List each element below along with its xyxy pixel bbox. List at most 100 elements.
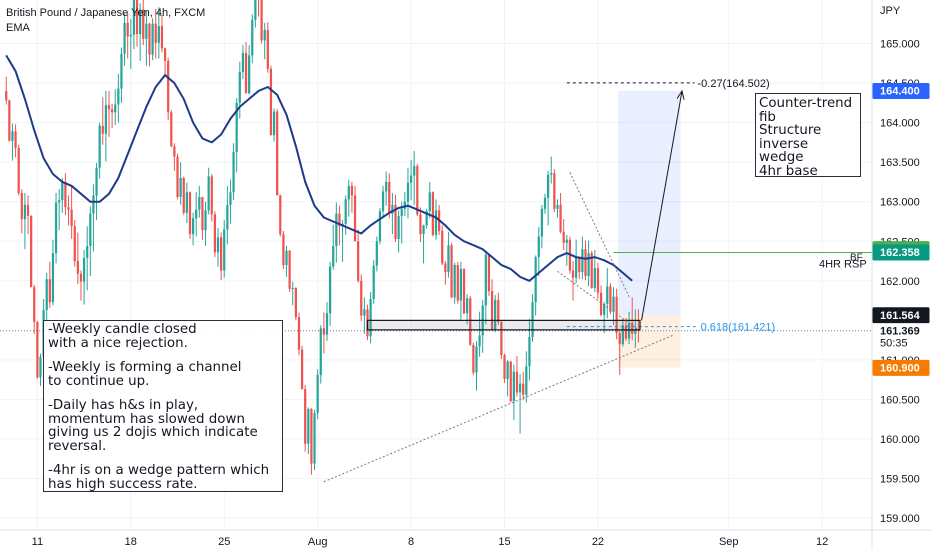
candle-body	[490, 291, 494, 330]
candle-body	[104, 105, 108, 134]
candle-body	[11, 131, 14, 141]
candle-body	[5, 90, 8, 101]
candle-body	[216, 237, 220, 253]
candle-body	[107, 105, 111, 110]
candle-body	[51, 253, 55, 303]
chart-legend: British Pound / Japanese Yen, 4h, FXCM E…	[6, 6, 205, 36]
candle-body	[459, 268, 463, 301]
time-tick-label: Aug	[308, 536, 328, 548]
price-tick-label: 163.000	[880, 197, 920, 209]
candle-body	[325, 313, 329, 335]
candle-body	[531, 302, 534, 337]
candle-body	[307, 408, 310, 444]
projection-arrow	[641, 90, 683, 321]
price-tag-label: 160.900	[880, 362, 920, 374]
candle-body	[584, 249, 587, 277]
candle-body	[294, 287, 297, 318]
candle-body	[254, 0, 257, 20]
price-tag-label: 164.400	[880, 85, 920, 97]
candle-body	[266, 30, 269, 69]
candle-body	[251, 19, 254, 56]
candle-body	[556, 204, 559, 209]
candle-body	[310, 408, 313, 464]
candle-body	[403, 201, 406, 209]
candle-body	[550, 173, 553, 175]
price-tick-label: 165.000	[880, 39, 920, 51]
candle-body	[500, 321, 503, 356]
candle-body	[369, 299, 372, 337]
candle-body	[484, 254, 487, 306]
candle-body	[599, 292, 603, 315]
price-tick-label: 163.500	[880, 157, 920, 169]
candle-body	[615, 296, 618, 334]
candle-body	[360, 280, 363, 316]
candle-body	[282, 234, 285, 265]
candle-body	[624, 325, 628, 339]
candle-body	[151, 23, 154, 55]
candle-body	[372, 265, 375, 300]
candle-body	[272, 111, 276, 136]
candle-body	[30, 215, 33, 288]
candle-body	[456, 265, 459, 301]
candle-body	[428, 192, 431, 212]
candle-body	[316, 374, 319, 413]
candle-body	[110, 109, 114, 113]
candle-body	[139, 9, 142, 35]
candle-body	[76, 261, 79, 274]
indicator-label[interactable]: EMA	[6, 22, 30, 34]
candle-body	[120, 53, 123, 89]
candle-body	[182, 177, 185, 213]
candle-body	[422, 225, 425, 235]
candle-body	[522, 383, 525, 395]
candle-body	[509, 361, 512, 402]
candle-body	[45, 279, 48, 311]
candle-body	[425, 211, 428, 226]
candle-body	[447, 245, 450, 273]
candle-body	[219, 237, 223, 271]
candle-body	[469, 298, 472, 345]
candle-body	[67, 207, 70, 210]
analysis-note[interactable]: -Weekly candle closed with a nice reject…	[43, 320, 283, 492]
candle-body	[375, 241, 378, 266]
candle-body	[388, 181, 391, 214]
candle-body	[26, 204, 30, 216]
candle-body	[350, 185, 354, 196]
time-tick-label: 22	[592, 536, 604, 548]
candle-body	[431, 192, 435, 235]
price-tick-label: 160.000	[880, 434, 920, 446]
candle-body	[441, 230, 444, 264]
candle-body	[553, 173, 556, 209]
candle-body	[238, 71, 241, 103]
candle-body	[631, 322, 634, 334]
candle-body	[546, 174, 550, 198]
price-tag-label: 162.358	[880, 247, 920, 259]
time-tick-label: 8	[408, 536, 414, 548]
candle-body	[300, 349, 304, 390]
candle-body	[188, 192, 192, 235]
wedge-lower-line	[557, 270, 639, 331]
candle-body	[385, 181, 388, 192]
price-tag	[872, 82, 930, 99]
candle-body	[618, 333, 621, 345]
candle-body	[590, 253, 593, 288]
candle-body	[148, 23, 151, 55]
candle-body	[381, 191, 385, 212]
candle-body	[338, 213, 341, 227]
candle-body	[95, 167, 98, 196]
candle-body	[20, 193, 23, 220]
candle-body	[226, 204, 229, 230]
setup-note[interactable]: Counter-trend fib Structure inverse wedg…	[755, 93, 861, 178]
candle-body	[562, 231, 565, 243]
candle-body	[48, 279, 51, 303]
candle-body	[537, 236, 540, 258]
candle-body	[571, 270, 575, 278]
candle-body	[176, 156, 179, 197]
candle-body	[319, 328, 322, 375]
candle-body	[627, 322, 631, 339]
candle-body	[413, 166, 416, 176]
price-tag	[872, 244, 930, 261]
candle-body	[453, 265, 456, 298]
candle-body	[466, 298, 469, 314]
